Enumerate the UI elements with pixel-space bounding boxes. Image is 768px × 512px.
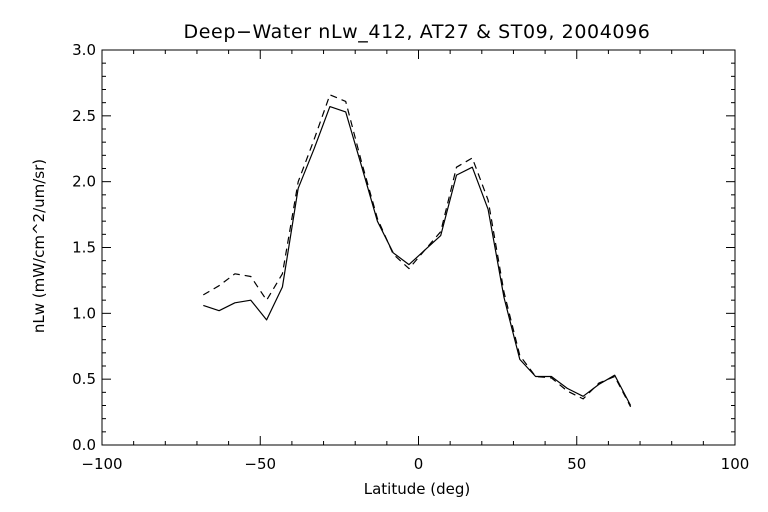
x-tick-label: 50 — [567, 455, 586, 473]
series-line-solid — [203, 105, 632, 406]
y-tick-label: 0.5 — [72, 370, 96, 388]
x-axis-label: Latitude (deg) — [364, 480, 470, 498]
plot-frame — [101, 49, 736, 446]
y-tick-label: 1.5 — [72, 239, 96, 257]
series-line-dashed — [202, 94, 632, 408]
axis-tick-labels: −100 −50 0 50 100 0.0 0.5 1.0 1.5 2.0 2.5 3.0 — [72, 41, 749, 473]
y-tick-label: 0.0 — [72, 436, 96, 454]
y-tick-label: 2.5 — [72, 107, 96, 125]
series-layer — [202, 94, 632, 408]
axis-ticks — [101, 49, 736, 446]
y-axis-label: nLw (mW/cm^2/um/sr) — [30, 159, 48, 333]
x-tick-label: 100 — [721, 455, 750, 473]
x-tick-label: −100 — [81, 455, 122, 473]
y-tick-label: 2.0 — [72, 173, 96, 191]
plot-border — [101, 49, 736, 446]
x-tick-label: −50 — [244, 455, 276, 473]
x-tick-label: 0 — [414, 455, 424, 473]
chart-title: Deep−Water nLw_412, AT27 & ST09, 2004096 — [184, 21, 651, 43]
y-tick-label: 1.0 — [72, 304, 96, 322]
y-tick-label: 3.0 — [72, 41, 96, 59]
